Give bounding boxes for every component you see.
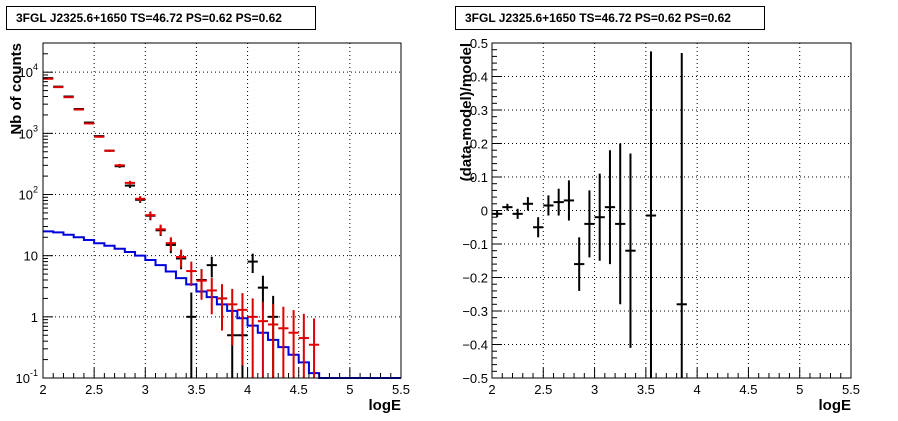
left-x-tick-label: 5: [346, 382, 353, 397]
model-point: [206, 278, 217, 315]
right-y-axis-title: (data-model)/model: [458, 43, 475, 181]
residual-point: [594, 173, 605, 261]
right-x-axis: 2 2.5 3 3.5 4 4.5 5 5.5: [488, 368, 860, 397]
left-y-tick-label: 10: [24, 249, 38, 264]
right-y-tick-label: 0.3: [470, 103, 488, 118]
model-point: [186, 261, 197, 286]
left-plot-frame: [42, 42, 402, 379]
right-x-axis-title: logE: [819, 397, 852, 414]
model-point: [145, 211, 156, 220]
left-x-tick-label: 3: [142, 382, 149, 397]
right-x-tick-label: 2.5: [534, 382, 552, 397]
right-x-tick-label: 5.5: [842, 382, 860, 397]
model-point: [135, 196, 146, 202]
residual-point: [502, 203, 513, 211]
model-point: [288, 310, 299, 378]
right-y-tick-label: −0.2: [462, 271, 488, 286]
left-x-tick-label: 4.5: [290, 382, 308, 397]
right-y-tick-label: −0.3: [462, 304, 488, 319]
model-point: [155, 224, 166, 235]
left-chart-title: 3FGL J2325.6+1650 TS=46.72 PS=0.62 PS=0.…: [6, 6, 316, 30]
model-point: [53, 86, 64, 89]
right-y-tick-label: 0.4: [470, 70, 488, 85]
left-y-tick-label: 102: [19, 185, 38, 203]
right-plot-area: [492, 43, 851, 378]
model-point: [83, 122, 95, 125]
left-x-tick-label: 2.5: [85, 382, 103, 397]
model-point: [227, 288, 238, 346]
left-y-tick-label: 103: [19, 123, 38, 141]
right-y-axis: 0.5 0.4 0.3 0.2 0.1 0 −0.1 −0.2 −0.3 −0.4 −0.5: [462, 36, 502, 386]
right-x-tick-label: 3.5: [637, 382, 655, 397]
model-point: [247, 298, 258, 378]
residual-point: [543, 195, 554, 216]
right-x-tick-label: 2: [488, 382, 495, 397]
right-y-tick-label: 0: [481, 204, 488, 219]
residual-point: [604, 150, 616, 265]
right-chart-title: 3FGL J2325.6+1650 TS=46.72 PS=0.62 PS=0.…: [455, 6, 765, 30]
model-point: [175, 249, 187, 268]
right-x-tick-label: 5: [796, 382, 803, 397]
right-y-tick-label: 0.2: [470, 137, 488, 152]
model-point: [165, 237, 176, 251]
model-point: [124, 180, 136, 186]
model-point: [63, 96, 74, 99]
right-y-tick-label: 0.5: [470, 36, 488, 51]
residual-point: [522, 197, 534, 211]
model-point: [278, 306, 289, 378]
left-x-axis: 2 2.5 3 3.5 4 4.5 5 5.5: [39, 368, 410, 397]
model-point: [196, 269, 207, 300]
residual-point: [492, 210, 503, 218]
residual-point: [553, 188, 564, 216]
left-x-tick-label: 2: [39, 382, 46, 397]
right-y-tick-label: 0.1: [470, 170, 488, 185]
residual-point: [584, 190, 595, 258]
left-y-axis: 10-1 1 10 102 103 104: [16, 42, 53, 386]
residual-point: [615, 143, 626, 305]
model-point: [268, 304, 279, 378]
residual-point: [645, 51, 657, 378]
left-y-tick-label: 10-1: [16, 368, 38, 386]
model-point: [308, 318, 320, 378]
model-point: [104, 149, 115, 152]
left-x-axis-title: logE: [369, 397, 402, 414]
left-y-axis-title: Nb of counts: [8, 43, 25, 135]
data-point: [247, 253, 258, 274]
residual-point: [533, 217, 544, 238]
residual-point: [676, 53, 687, 378]
model-point: [237, 293, 248, 366]
left-model-series: [43, 77, 320, 378]
model-point: [43, 77, 54, 80]
residual-point: [625, 153, 636, 348]
model-point: [73, 108, 84, 111]
model-point: [257, 301, 269, 378]
model-point: [114, 163, 125, 167]
right-y-tick-label: −0.1: [462, 237, 488, 252]
right-data-series: [492, 51, 687, 378]
right-y-tick-label: −0.4: [462, 338, 488, 353]
right-x-tick-label: 4.5: [739, 382, 757, 397]
right-x-tick-label: 3: [591, 382, 598, 397]
data-point: [186, 292, 197, 378]
left-x-tick-label: 3.5: [187, 382, 205, 397]
residual-point: [574, 237, 585, 291]
residual-point: [563, 180, 575, 221]
left-x-tick-label: 5.5: [392, 382, 410, 397]
left-y-tick-label: 1: [31, 310, 38, 325]
model-point: [216, 284, 228, 331]
model-point: [298, 313, 309, 378]
model-point: [94, 135, 105, 138]
right-y-tick-label: −0.5: [462, 371, 488, 386]
left-y-tick-label: 104: [19, 62, 38, 80]
residual-point: [512, 208, 523, 219]
right-x-tick-label: 4: [694, 382, 701, 397]
data-point: [206, 256, 217, 278]
left-x-tick-label: 4: [244, 382, 251, 397]
background-model-line: [43, 230, 401, 379]
